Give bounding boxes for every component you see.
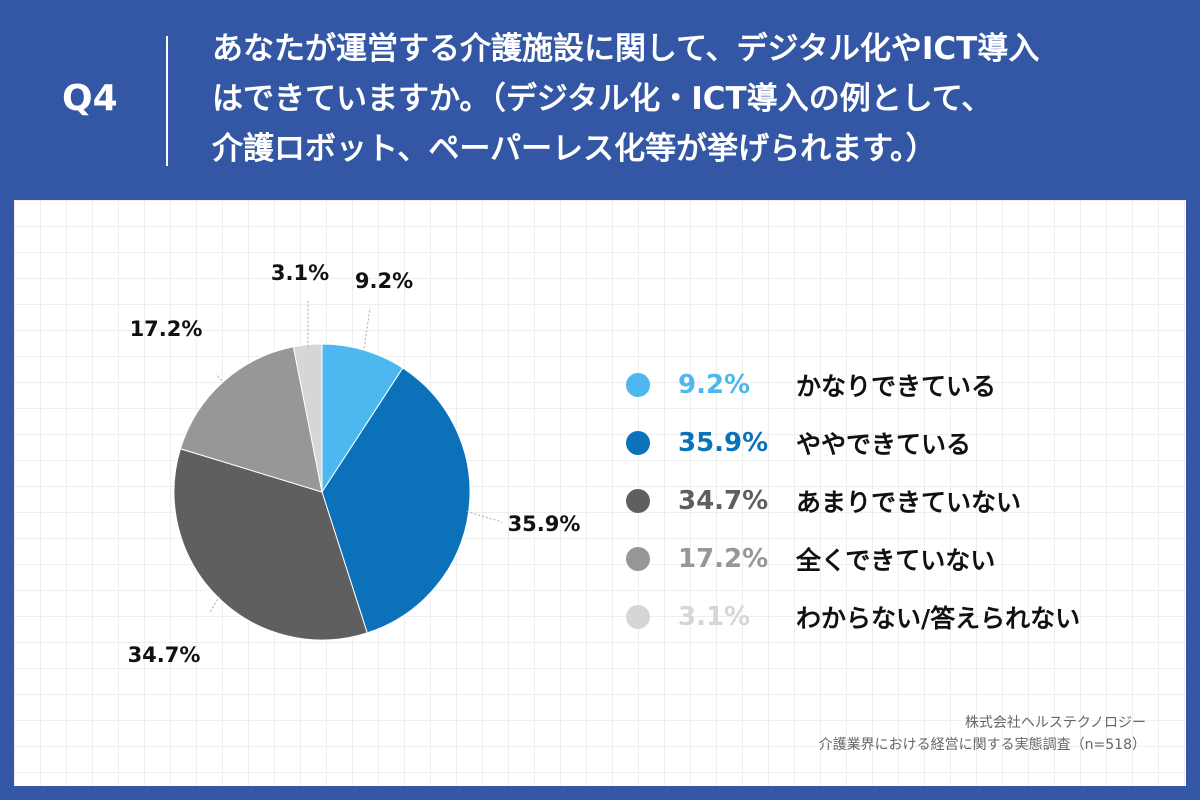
legend-pct-1: 35.9% [678,428,769,458]
legend-label-1: ややできている [796,430,972,459]
source-company: 株式会社ヘルステクノロジー [964,715,1146,731]
legend-dot-0 [626,373,650,397]
source-survey: 介護業界における経営に関する実態調査（n=518） [818,737,1146,753]
legend-pct-2: 34.7% [678,486,769,516]
question-number: Q4 [62,78,118,119]
legend-dot-3 [626,547,650,571]
legend-item-1: 35.9% ややできている [626,414,1166,472]
leader-line-0 [363,307,371,353]
legend-item-2: 34.7% あまりできていない [626,472,1166,530]
header: Q4 あなたが運営する介護施設に関して、デジタル化やICT導入 はできていますか… [0,0,1200,200]
legend-dot-1 [626,431,650,455]
legend: 9.2% かなりできている 35.9% ややできている 34.7% あまりできて… [626,356,1166,646]
legend-label-0: かなりできている [796,372,997,401]
slice-label-0: 9.2% [355,269,413,293]
legend-dot-4 [626,605,650,629]
legend-pct-4: 3.1% [678,602,751,632]
leader-line-3 [215,373,225,384]
legend-label-3: 全くできていない [796,546,996,575]
chart-panel: 9.2% 35.9% 34.7% 17.2% 3.1% 9.2% かなりできている 35… [14,200,1186,786]
legend-pct-3: 17.2% [678,544,769,574]
header-divider [166,36,168,166]
legend-item-0: 9.2% かなりできている [626,356,1166,414]
question-text: あなたが運営する介護施設に関して、デジタル化やICT導入 はできていますか。（デ… [212,31,1040,167]
legend-item-3: 17.2% 全くできていない [626,530,1166,588]
source-note: 株式会社ヘルステクノロジー 介護業界における経営に関する実態調査（n=518） [819,712,1146,756]
slice-label-1: 35.9% [508,512,581,536]
slice-label-4: 3.1% [271,261,329,285]
legend-label-2: あまりできていない [796,488,1022,517]
legend-pct-0: 9.2% [678,370,751,400]
legend-dot-2 [626,489,650,513]
leader-line-1 [466,510,503,523]
leader-line-2 [209,595,220,613]
slice-label-3: 17.2% [130,317,203,341]
legend-label-4: わからない/答えられない [796,604,1081,633]
slice-label-2: 34.7% [128,643,201,667]
pie-chart: 9.2% 35.9% 34.7% 17.2% 3.1% [128,261,581,667]
legend-item-4: 3.1% わからない/答えられない [626,588,1166,646]
